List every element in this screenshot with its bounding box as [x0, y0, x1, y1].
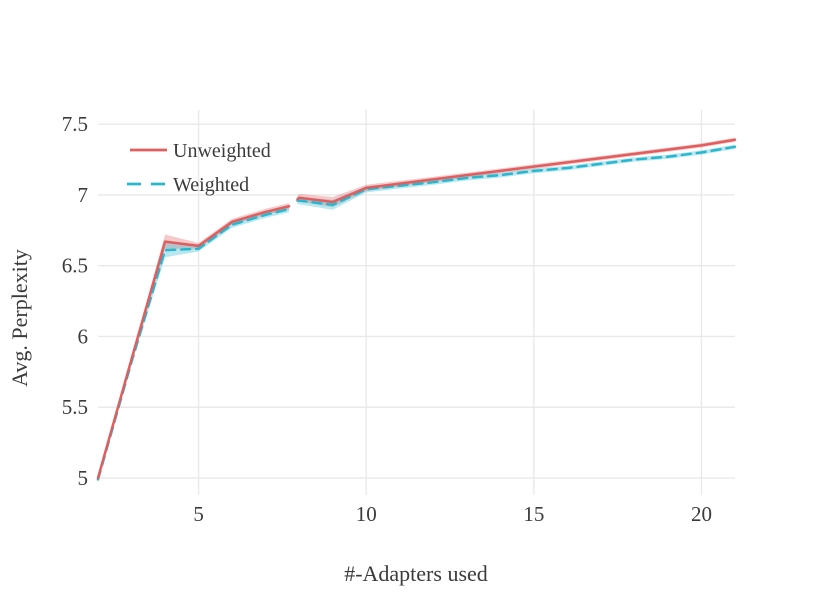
series-line-weighted	[296, 145, 737, 207]
x-tick-label: 5	[193, 502, 204, 526]
series-lines	[96, 138, 737, 481]
x-tick-label: 10	[356, 502, 377, 526]
x-tick-label: 15	[523, 502, 544, 526]
y-tick-label: 7.5	[62, 112, 88, 136]
confidence-band-weighted	[98, 205, 290, 482]
y-tick-label: 6	[78, 324, 89, 348]
confidence-band-weighted	[297, 144, 735, 210]
y-tick-label: 5.5	[62, 395, 88, 419]
x-tick-label: 20	[691, 502, 712, 526]
y-axis-title: Avg. Perplexity	[7, 249, 32, 387]
series-line-unweighted	[296, 138, 737, 204]
y-tick-label: 6.5	[62, 254, 88, 278]
gridlines	[98, 110, 735, 495]
legend-label-weighted: Weighted	[173, 174, 249, 196]
y-tick-label: 7	[78, 183, 89, 207]
y-tick-label: 5	[78, 466, 89, 490]
legend-item-weighted: Weighted	[127, 174, 249, 196]
series-line-unweighted	[96, 205, 291, 480]
legend: Unweighted Weighted	[127, 140, 271, 196]
x-axis-title: #-Adapters used	[344, 561, 488, 586]
y-tick-labels: 5 5.5 6 6.5 7 7.5	[62, 112, 88, 490]
legend-label-unweighted: Unweighted	[173, 140, 271, 162]
x-tick-labels: 5 10 15 20	[193, 502, 712, 526]
legend-item-unweighted: Unweighted	[130, 140, 271, 162]
